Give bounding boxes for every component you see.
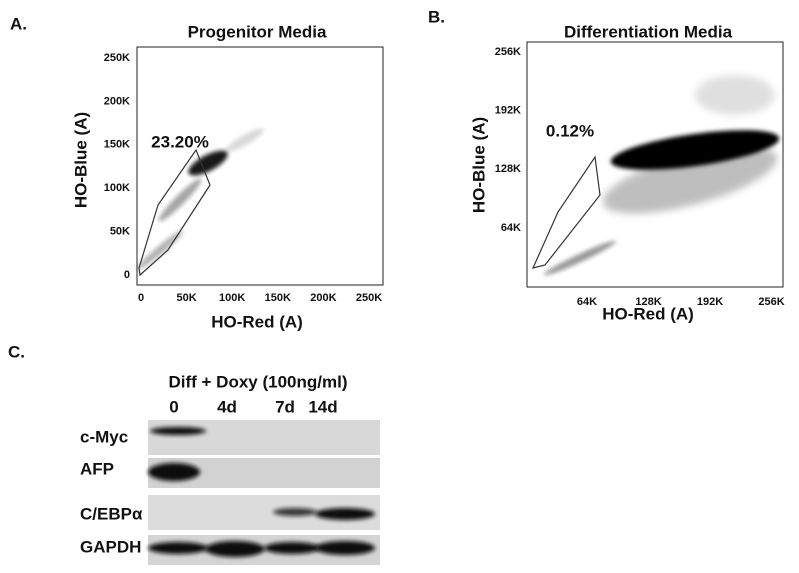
y-tick-label: 100K — [104, 182, 130, 194]
x-tick-label: 200K — [310, 292, 336, 304]
y-tick-label: 64K — [501, 222, 521, 234]
x-tick-label: 100K — [219, 292, 245, 304]
x-tick-label: 150K — [265, 292, 291, 304]
y-tick-label: 256K — [495, 46, 521, 58]
y-tick-label: 128K — [495, 163, 521, 175]
panel-title: Progenitor Media — [188, 22, 327, 41]
y-tick-label: 250K — [104, 52, 130, 64]
panel-letter: A. — [10, 14, 27, 33]
panel-letter: B. — [428, 7, 445, 26]
treatment-label: Diff + Doxy (100ng/ml) — [168, 372, 347, 391]
lane-label: 14d — [308, 397, 337, 416]
y-tick-label: 50K — [110, 226, 130, 238]
x-tick-label: 128K — [635, 296, 661, 308]
blot — [148, 420, 380, 565]
x-tick-label: 256K — [758, 296, 784, 308]
x-tick-label: 0 — [138, 292, 144, 304]
x-axis-label: HO-Red (A) — [602, 304, 694, 323]
lane-label: 4d — [217, 397, 237, 416]
x-tick-label: 64K — [577, 296, 597, 308]
y-axis-label: HO-Blue (A) — [469, 117, 488, 213]
cell-cloud — [543, 75, 780, 276]
row-label: AFP — [80, 459, 114, 478]
row-label: c-Myc — [80, 427, 128, 446]
x-tick-label: 192K — [697, 296, 723, 308]
x-axis-label: HO-Red (A) — [211, 312, 303, 331]
row-label: GAPDH — [80, 537, 141, 556]
x-tick-label: 250K — [356, 292, 382, 304]
row-label: C/EBPα — [80, 504, 143, 523]
gate-label: 0.12% — [546, 121, 594, 140]
panel-letter: C. — [8, 342, 25, 361]
y-tick-label: 200K — [104, 95, 130, 107]
lane-label: 7d — [275, 397, 295, 416]
x-tick-label: 50K — [177, 292, 197, 304]
y-axis-label: HO-Blue (A) — [71, 112, 90, 208]
y-tick-label: 150K — [104, 139, 130, 151]
gate — [531, 155, 601, 269]
y-tick-label: 192K — [495, 105, 521, 117]
cell-cloud — [136, 128, 265, 270]
blot-strip — [148, 420, 380, 455]
plot-frame — [136, 46, 384, 286]
panel-title: Differentiation Media — [564, 22, 733, 41]
bands — [148, 427, 375, 557]
gate — [138, 148, 211, 277]
y-tick-label: 0 — [124, 269, 130, 281]
gate-label: 23.20% — [151, 132, 209, 151]
lane-label: 0 — [169, 397, 178, 416]
